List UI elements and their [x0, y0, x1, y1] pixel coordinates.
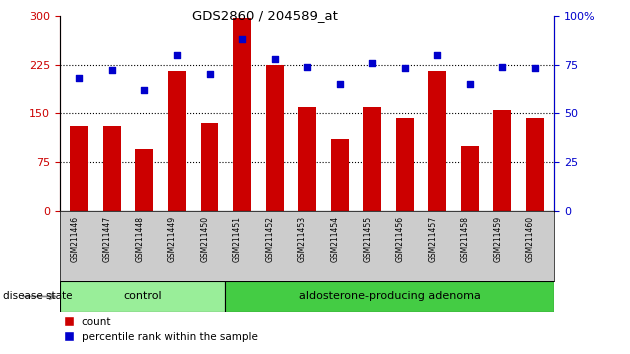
Text: aldosterone-producing adenoma: aldosterone-producing adenoma	[299, 291, 481, 302]
Point	[335, 81, 345, 87]
Legend: count, percentile rank within the sample: count, percentile rank within the sample	[65, 317, 258, 342]
Text: GSM211446: GSM211446	[71, 216, 79, 262]
Bar	[461, 146, 479, 211]
Text: GSM211454: GSM211454	[331, 216, 340, 262]
Point	[205, 72, 215, 77]
Point	[432, 52, 442, 58]
Point	[497, 64, 507, 69]
Text: GDS2860 / 204589_at: GDS2860 / 204589_at	[192, 9, 338, 22]
Point	[399, 66, 410, 72]
Bar	[225, 281, 554, 312]
Bar	[168, 71, 186, 211]
Point	[270, 56, 280, 62]
Point	[302, 64, 312, 69]
Text: GSM211455: GSM211455	[364, 216, 372, 262]
Text: GSM211456: GSM211456	[396, 216, 404, 262]
Point	[367, 60, 377, 65]
Point	[530, 66, 540, 72]
Text: GSM211449: GSM211449	[168, 216, 177, 262]
Bar	[135, 149, 153, 211]
Bar	[493, 110, 512, 211]
Text: GSM211448: GSM211448	[135, 216, 144, 262]
Text: control: control	[123, 291, 161, 302]
Point	[237, 36, 247, 42]
Bar	[298, 107, 316, 211]
Point	[74, 75, 84, 81]
Text: GSM211453: GSM211453	[298, 216, 307, 262]
Text: GSM211447: GSM211447	[103, 216, 112, 262]
Point	[139, 87, 149, 93]
Bar	[526, 118, 544, 211]
Text: GSM211458: GSM211458	[461, 216, 470, 262]
Point	[465, 81, 475, 87]
Text: GSM211460: GSM211460	[526, 216, 535, 262]
Bar	[331, 139, 348, 211]
Text: GSM211451: GSM211451	[233, 216, 242, 262]
Bar	[60, 281, 225, 312]
Bar	[71, 126, 88, 211]
Bar	[103, 126, 121, 211]
Point	[172, 52, 182, 58]
Text: disease state: disease state	[3, 291, 72, 302]
Bar	[266, 65, 284, 211]
Bar	[364, 107, 381, 211]
Bar	[200, 123, 219, 211]
Text: GSM211459: GSM211459	[493, 216, 502, 262]
Bar	[233, 18, 251, 211]
Text: GSM211457: GSM211457	[428, 216, 437, 262]
Text: GSM211450: GSM211450	[200, 216, 210, 262]
Bar	[428, 71, 446, 211]
Bar	[396, 118, 414, 211]
Text: GSM211452: GSM211452	[266, 216, 275, 262]
Point	[107, 68, 117, 73]
